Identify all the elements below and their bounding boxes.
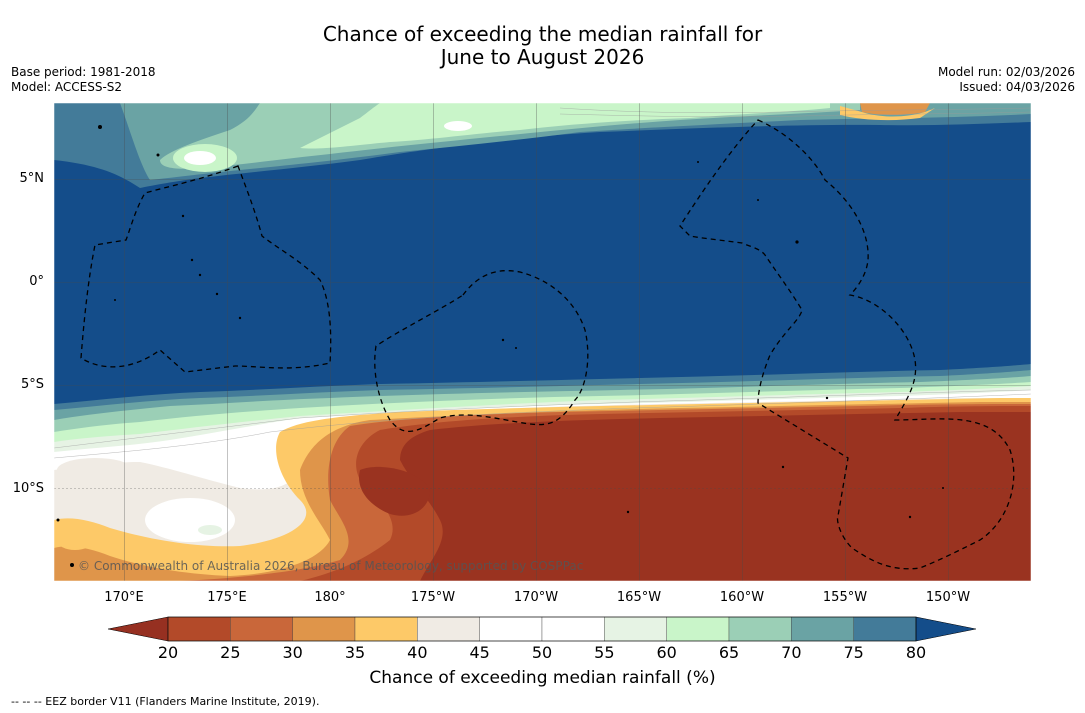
colorbar-tick-label: 60 — [656, 643, 677, 662]
lat-label-5n: 5°N — [19, 171, 45, 186]
copyright-notice: © Commonwealth of Australia 2026, Bureau… — [78, 559, 583, 573]
lat-label-0: 0° — [29, 274, 44, 289]
colorbar-tick-label: 35 — [344, 643, 366, 662]
colorbar-tick-label: 65 — [718, 643, 740, 662]
issued-date: Issued: 04/03/2026 — [959, 80, 1075, 94]
lon-label-165w: 165°W — [616, 590, 662, 605]
lat-label-5s: 5°S — [20, 377, 44, 392]
lon-label-175w: 175°W — [410, 590, 456, 605]
colorbar-tick-label: 45 — [469, 643, 490, 662]
base-period: Base period: 1981-2018 — [11, 65, 156, 79]
lon-label-170w: 170°W — [513, 590, 559, 605]
lon-label-170e: 170°E — [104, 590, 144, 605]
model-run-date: Model run: 02/03/2026 — [937, 65, 1075, 79]
colorbar-over-arrow — [915, 616, 977, 642]
map-title-line1: Chance of exceeding the median rainfall … — [322, 22, 763, 46]
colorbar — [107, 616, 977, 642]
eez-borders — [80, 119, 1015, 570]
lon-label-150w: 150°W — [925, 590, 971, 605]
colorbar-tick-label: 75 — [843, 643, 864, 662]
colorbar-tick-label: 50 — [531, 643, 553, 662]
lon-label-180: 180° — [314, 590, 346, 605]
south-band-20-extra — [359, 466, 430, 516]
colorbar-cell — [666, 616, 730, 642]
colorbar-tick-label: 40 — [407, 643, 428, 662]
colorbar-cell — [791, 616, 854, 642]
colorbar-tick-label: 20 — [157, 643, 179, 662]
lon-label-160w: 160°W — [719, 590, 765, 605]
model-name: Model: ACCESS-S2 — [11, 80, 123, 94]
lat-label-10s: 10°S — [12, 481, 44, 496]
colorbar-tick-label: 80 — [905, 643, 927, 662]
north-pocket-50b — [444, 121, 472, 131]
graticule — [54, 103, 1031, 581]
colorbar-cell — [541, 616, 605, 642]
colorbar-tick-label: 55 — [594, 643, 615, 662]
sw-pocket-50 — [145, 498, 235, 542]
colorbar-under-arrow — [107, 616, 169, 642]
colorbar-tick-label: 70 — [781, 643, 802, 662]
map-title-line2: June to August 2026 — [440, 45, 645, 69]
sw-pocket-40 — [57, 530, 93, 550]
lon-label-175e: 175°E — [207, 590, 247, 605]
colorbar-cell — [167, 616, 231, 642]
colorbar-cell — [230, 616, 293, 642]
north-dry-patch-40 — [840, 106, 935, 121]
contour-lines — [54, 107, 1031, 459]
north-dry-patch — [860, 103, 930, 115]
colorbar-title: Chance of exceeding median rainfall (%) — [369, 668, 716, 688]
colorbar-tick-label: 25 — [220, 643, 241, 662]
colorbar-cell — [417, 616, 480, 642]
colorbar-tick-label: 30 — [282, 643, 303, 662]
north-pocket-50 — [184, 151, 216, 165]
south-band-20 — [400, 412, 1031, 581]
colorbar-cell — [728, 616, 792, 642]
north-band-65 — [160, 103, 860, 169]
sw-pocket-45 — [57, 458, 133, 482]
lon-label-155w: 155°W — [822, 590, 868, 605]
colorbar-cell — [853, 616, 917, 642]
colorbar-cell — [292, 616, 356, 642]
colorbar-cell — [354, 616, 418, 642]
islands — [56, 125, 944, 567]
north-band-60 — [300, 103, 830, 149]
map-frame — [53, 102, 1032, 582]
colorbar-cell — [604, 616, 667, 642]
colorbar-frame — [167, 616, 917, 642]
sw-pocket-55 — [198, 525, 222, 535]
eez-legend-note: -- -- -- EEZ border V11 (Flanders Marine… — [11, 695, 320, 708]
colorbar-cell — [479, 616, 543, 642]
